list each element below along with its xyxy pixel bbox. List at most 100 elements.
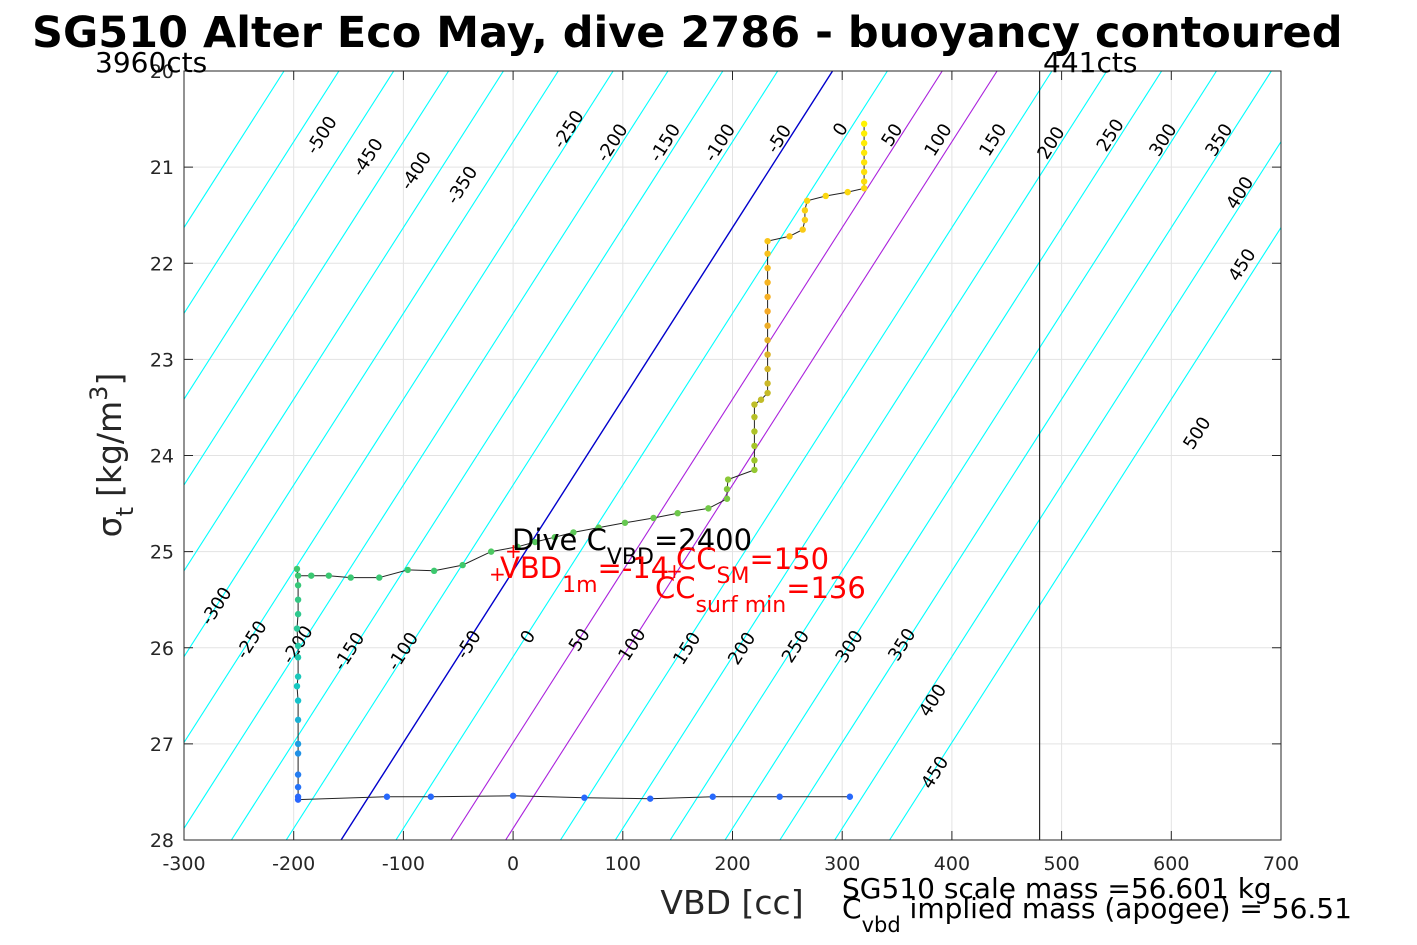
profile-point (764, 351, 771, 358)
profile-point (751, 466, 758, 474)
y-tick-label: 21 (150, 157, 174, 179)
profile-point (860, 168, 868, 176)
y-axis-sub: t (111, 507, 139, 516)
profile-point (801, 207, 809, 214)
y-axis-ticks: 20 21 22 23 24 25 26 27 28 (150, 61, 1281, 852)
profile-point (860, 149, 868, 156)
contour-line (834, 140, 1281, 840)
contour-line (560, 71, 1053, 840)
profile-point (293, 683, 301, 690)
profile-point (647, 795, 654, 802)
profile-point (294, 572, 302, 579)
profile-point (376, 574, 383, 581)
profile-point (751, 457, 758, 464)
profile-point (294, 771, 302, 778)
profile-point (846, 793, 854, 800)
profile-point (860, 159, 868, 166)
profile-point (860, 178, 868, 185)
profile-point (308, 572, 315, 579)
contour-line (340, 71, 834, 840)
y-axis-main: [kg/m (90, 401, 129, 497)
x-tick-label: 100 (605, 853, 641, 875)
cc-sm-label: CCSM=150 (676, 542, 829, 589)
vbd-1m-marker: + (489, 562, 506, 586)
y-tick-label: 27 (150, 734, 174, 756)
profile-point (764, 250, 771, 257)
profile-point (674, 509, 681, 517)
contour-line (184, 71, 450, 487)
profile-point (764, 264, 771, 272)
x-tick-label: 0 (507, 853, 519, 875)
cc-surf-min-marker: + (666, 559, 683, 583)
profile-point (570, 529, 577, 536)
profile-point (764, 380, 771, 387)
contour-line (184, 71, 340, 315)
profile-point (294, 582, 302, 589)
profile-point (294, 716, 302, 724)
contour-line (450, 71, 943, 840)
x-tick-label: 600 (1153, 853, 1189, 875)
vbd-1m-sub: 1m (562, 573, 597, 598)
x-tick-label: 200 (714, 853, 750, 875)
contour-line (230, 71, 724, 840)
profile-point (325, 572, 333, 579)
profile-point (764, 389, 771, 397)
profile-point (509, 792, 517, 799)
right-count-label: 441cts (1043, 46, 1137, 79)
profile-point (514, 543, 521, 551)
profile-point (294, 740, 302, 748)
profile-point (764, 293, 771, 301)
implied-mass-prefix: C (842, 892, 862, 925)
profile-point (803, 197, 811, 204)
contour-line (889, 226, 1281, 840)
contour-line (184, 71, 614, 744)
profile-point (551, 534, 558, 541)
profile-point (860, 139, 868, 147)
profile-point (764, 336, 771, 344)
profile-point (347, 574, 354, 581)
x-tick-label: -300 (162, 853, 205, 875)
profile-point (751, 401, 758, 408)
contour-line (184, 71, 504, 572)
cc-surf-min-prefix: CC (655, 571, 696, 605)
implied-mass-sub: vbd (862, 913, 901, 937)
y-axis-close: ] (90, 373, 129, 386)
scale-mass-label: SG510 scale mass =56.601 kg (842, 872, 1272, 905)
cc-sm-value: =150 (749, 542, 829, 576)
contour-line (614, 71, 1108, 840)
profile-point (621, 519, 629, 526)
y-tick-label: 25 (150, 542, 174, 564)
profile-point (776, 793, 783, 800)
contour-line (184, 71, 395, 401)
profile-point (293, 625, 301, 632)
contour-line (184, 71, 559, 658)
implied-mass-suffix: implied mass (apogee) = 56.51 (901, 892, 1352, 925)
profile-point (487, 548, 495, 555)
profile-point (294, 697, 302, 704)
profile-point (294, 596, 302, 603)
profile-point (595, 524, 602, 531)
profile-point (860, 130, 868, 137)
y-axis-label: σt [kg/m3] (85, 373, 139, 538)
chart-title: SG510 Alter Eco May, dive 2786 - buoyanc… (32, 8, 1343, 58)
vbd-1m-value: =-14 (598, 551, 670, 585)
profile-point (709, 793, 716, 800)
vbd-1m-label: VBD1m=-14 (500, 551, 669, 598)
y-axis-sigma: σ (90, 516, 129, 537)
profile-point (764, 308, 771, 315)
profile-point (799, 226, 806, 233)
profile-point (581, 794, 588, 801)
x-tick-label: 500 (1043, 853, 1079, 875)
profile-point (860, 120, 868, 128)
cc-sm-marker: + (505, 539, 522, 563)
profile-point (383, 793, 391, 800)
profile-point (751, 428, 758, 435)
dive-profile (293, 120, 868, 803)
contour-line (669, 71, 1163, 840)
profile-point (723, 485, 731, 493)
cc-sm-prefix: CC (676, 542, 717, 576)
contour-line (779, 71, 1272, 840)
dive-c-vbd-prefix: Dive C (512, 523, 607, 557)
profile-point (294, 750, 302, 757)
